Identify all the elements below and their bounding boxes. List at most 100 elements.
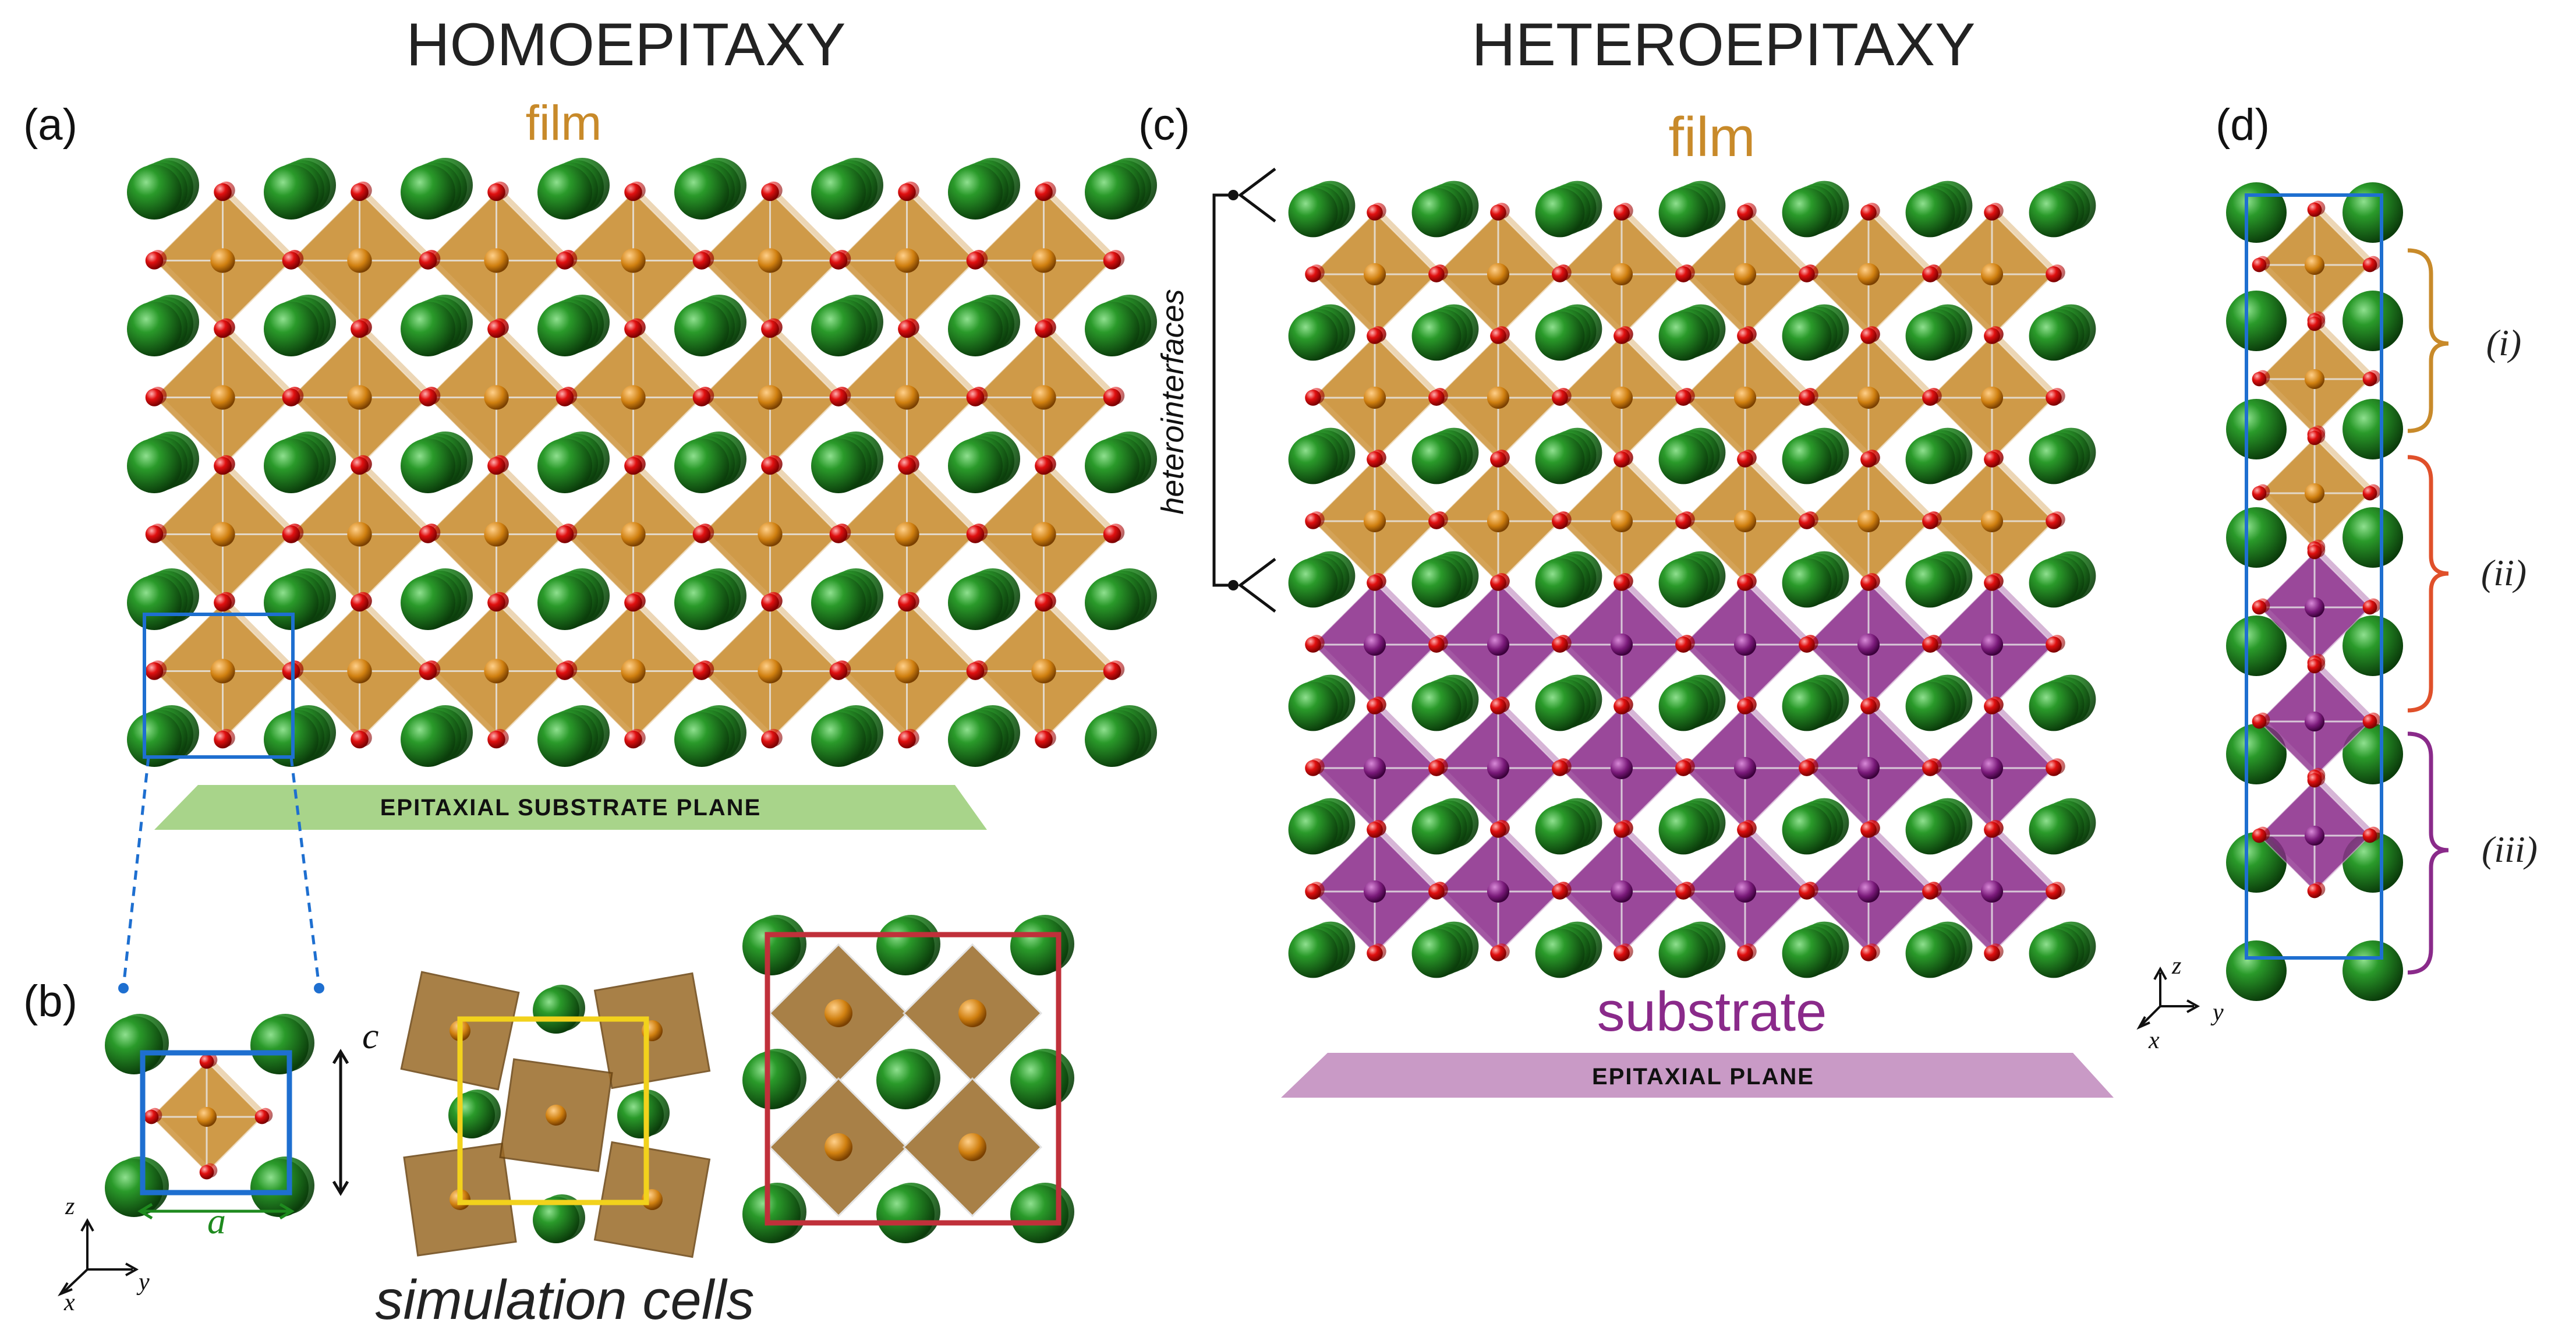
tilted-octahedron: [499, 1058, 613, 1172]
b-cation: [758, 385, 783, 410]
zoom-line-left: [122, 756, 150, 988]
cation-sphere: [948, 165, 1003, 220]
cation-sphere: [1411, 311, 1462, 361]
b-cation: [894, 385, 919, 410]
oxygen-atom: [1035, 730, 1053, 749]
oxygen-atom: [351, 183, 369, 201]
cation-sphere: [1085, 712, 1140, 767]
b-cation: [210, 522, 235, 547]
oxygen-atom: [2362, 600, 2377, 615]
b-cation: [484, 659, 509, 684]
oxygen-atom: [624, 183, 642, 201]
oxygen-atom: [145, 252, 164, 270]
b-cation: [1733, 263, 1757, 286]
oxygen-atom: [199, 1054, 214, 1069]
oxygen-atom: [487, 320, 505, 338]
b-cation: [1487, 510, 1510, 533]
b-cation: [1487, 880, 1510, 903]
cation-sphere: [876, 1185, 935, 1243]
interface-chevron-bottom: [1237, 558, 1276, 613]
oxygen-atom: [1613, 822, 1630, 838]
cation-sphere: [1010, 1185, 1068, 1243]
cation-sphere: [1782, 311, 1832, 361]
panel-d-axes: [2136, 966, 2200, 1030]
b-cation: [758, 248, 783, 273]
cation-sphere: [2343, 616, 2403, 676]
bracket-ii-label: (ii): [2481, 552, 2527, 593]
cation-sphere: [401, 302, 455, 356]
oxygen-atom: [555, 252, 574, 270]
tilted-octahedron: [593, 1141, 711, 1258]
oxygen-atom: [966, 525, 985, 543]
oxygen-atom: [1552, 390, 1568, 406]
oxygen-atom: [487, 457, 505, 475]
cation-sphere: [1288, 805, 1338, 855]
oxygen-atom: [1490, 328, 1506, 344]
b-cation: [1487, 386, 1510, 409]
cation-sphere: [1782, 188, 1832, 238]
cation-sphere: [105, 1159, 163, 1217]
b-cation: [484, 522, 509, 547]
oxygen-atom: [1613, 204, 1630, 221]
b-cation: [1733, 510, 1757, 533]
oxygen-atom: [2362, 486, 2377, 501]
zoom-dot-left: [118, 983, 129, 993]
oxygen-atom: [898, 320, 916, 338]
cation-sphere: [2226, 182, 2287, 243]
oxygen-atom: [692, 662, 711, 680]
oxygen-atom: [761, 457, 779, 475]
oxygen-atom: [1305, 636, 1321, 653]
oxygen-atom: [1428, 883, 1445, 900]
cation-sphere: [1782, 681, 1832, 731]
bracket-iii: [2407, 731, 2449, 975]
oxygen-atom: [1737, 204, 1753, 221]
oxygen-atom: [555, 388, 574, 406]
oxygen-atom: [1367, 698, 1383, 715]
cation-sphere: [537, 165, 592, 220]
cation-sphere: [2226, 291, 2287, 351]
oxygen-atom: [829, 525, 848, 543]
cation-sphere: [2343, 291, 2403, 351]
axis-x-label-b: x: [63, 1289, 75, 1316]
b-cation: [1857, 263, 1880, 286]
cation-sphere: [1535, 805, 1585, 855]
b-cation: [1363, 880, 1386, 903]
b-cation: [825, 999, 852, 1027]
bracket-i-label: (i): [2486, 322, 2521, 363]
b-cation: [1031, 659, 1056, 684]
cation-sphere: [1535, 434, 1585, 484]
cation-sphere: [674, 302, 729, 356]
oxygen-atom: [829, 388, 848, 406]
cation-sphere: [2226, 507, 2287, 568]
b-cation: [1363, 756, 1386, 780]
cation-sphere: [1905, 681, 1955, 731]
oxygen-atom: [2046, 513, 2062, 529]
x-axis: [63, 1268, 89, 1293]
b-cation: [1733, 756, 1757, 780]
oxygen-atom: [1613, 451, 1630, 468]
b-cation: [2304, 254, 2325, 275]
cation-sphere: [674, 575, 729, 630]
oxygen-atom: [1552, 513, 1568, 529]
cation-sphere: [401, 165, 455, 220]
oxygen-atom: [145, 388, 164, 406]
cation-sphere: [876, 1051, 935, 1109]
oxygen-atom: [1984, 698, 2000, 715]
oxygen-atom: [487, 183, 505, 201]
cation-sphere: [1288, 681, 1338, 731]
oxygen-atom: [1367, 451, 1383, 468]
cation-sphere: [127, 302, 182, 356]
b-cation: [1487, 756, 1510, 780]
oxygen-atom: [282, 525, 300, 543]
oxygen-atom: [1737, 822, 1753, 838]
cation-sphere: [1905, 188, 1955, 238]
cation-sphere: [1658, 558, 1708, 608]
oxygen-atom: [2307, 773, 2322, 788]
b-cation: [1610, 756, 1633, 780]
cation-sphere: [127, 438, 182, 493]
b-cation: [1610, 386, 1633, 409]
b-cation: [1487, 263, 1510, 286]
oxygen-atom: [1675, 760, 1692, 776]
oxygen-atom: [966, 662, 985, 680]
oxygen-atom: [761, 730, 779, 749]
